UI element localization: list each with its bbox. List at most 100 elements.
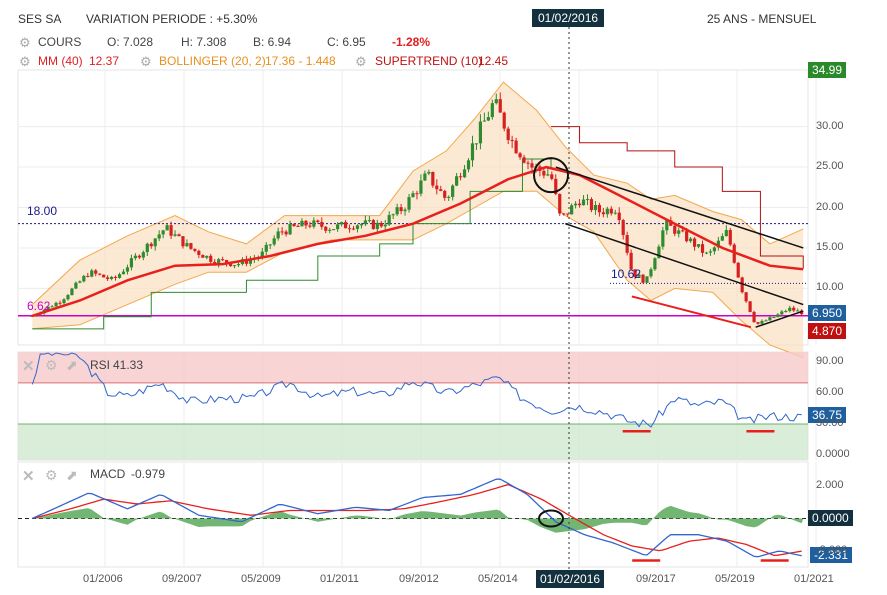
candle — [748, 301, 752, 312]
candle — [736, 262, 740, 278]
candle — [784, 310, 788, 312]
candle — [760, 320, 764, 324]
candle — [399, 207, 403, 212]
candle — [236, 264, 241, 266]
candle — [129, 258, 134, 268]
bollinger-upper-line — [31, 81, 804, 305]
x-tick-label: 05/2019 — [715, 573, 755, 585]
candle — [355, 225, 360, 229]
candle — [458, 176, 463, 178]
candle — [415, 193, 419, 195]
expand-icon[interactable]: ⬈ — [66, 467, 78, 483]
candle — [585, 199, 590, 201]
candle — [228, 263, 233, 267]
gear-icon[interactable]: ⚙ — [140, 54, 152, 69]
candle — [550, 174, 554, 179]
candle — [772, 317, 776, 319]
candle — [66, 295, 70, 300]
candle — [689, 238, 693, 242]
gear-icon[interactable]: ⚙ — [19, 35, 31, 50]
candle — [133, 255, 137, 259]
candle — [451, 185, 455, 197]
candle — [609, 208, 613, 214]
candle — [94, 270, 98, 274]
candle — [383, 224, 387, 227]
expand-icon[interactable]: ⬈ — [66, 357, 78, 373]
candle — [225, 260, 229, 264]
candle — [193, 248, 197, 251]
candle — [752, 311, 756, 323]
legend-ma-label: MM (40) — [38, 54, 83, 68]
candle — [86, 275, 90, 277]
candle — [692, 238, 697, 247]
candle — [704, 252, 709, 254]
candle — [657, 246, 661, 259]
candle — [633, 269, 637, 277]
macd-line — [32, 478, 802, 558]
candle — [161, 230, 165, 235]
candle — [58, 302, 62, 304]
candle — [320, 221, 324, 227]
candle — [629, 252, 633, 270]
candle — [597, 204, 601, 213]
candle — [304, 220, 308, 226]
y-tick-label: 30.00 — [816, 119, 844, 132]
candle — [308, 225, 312, 227]
macd-tick-label: 2.000 — [816, 479, 844, 492]
candle — [581, 199, 586, 206]
candle — [165, 225, 169, 231]
candle — [447, 196, 451, 198]
level-label-10-62: 10.62 — [611, 267, 642, 281]
legend-ma-value: 12.37 — [89, 54, 120, 68]
legend-supertrend-value: 12.45 — [478, 54, 509, 68]
candle — [530, 163, 534, 168]
candle — [213, 261, 217, 265]
candle — [201, 254, 205, 258]
macd-highlight-circle — [538, 509, 565, 528]
candle — [546, 174, 550, 176]
candle — [712, 247, 717, 252]
gear-icon[interactable]: ⚙ — [45, 467, 58, 483]
gear-icon[interactable]: ⚙ — [19, 54, 31, 69]
candle — [363, 220, 368, 225]
candle — [205, 255, 209, 258]
candle — [109, 276, 114, 279]
candle — [395, 207, 399, 215]
close-icon[interactable]: ✕ — [22, 358, 35, 375]
legend-bollinger-value: 17.36 - 1.448 — [265, 54, 336, 68]
macd-label: MACD — [90, 467, 126, 481]
candle — [113, 276, 118, 278]
candle — [637, 274, 641, 277]
candle — [300, 220, 304, 227]
candle — [466, 160, 471, 170]
candle — [367, 220, 371, 222]
candle — [244, 259, 249, 264]
candle — [371, 220, 375, 230]
candle — [522, 157, 526, 163]
candle — [589, 199, 594, 211]
macd-histogram — [32, 505, 804, 533]
candle — [498, 99, 502, 113]
candle — [728, 230, 732, 245]
candle — [189, 243, 193, 249]
candle — [431, 171, 435, 186]
candle — [173, 234, 177, 236]
gear-icon[interactable]: ⚙ — [355, 54, 367, 69]
candle — [796, 310, 800, 312]
candle — [681, 230, 685, 232]
price-high-badge: 34.99 — [808, 62, 847, 78]
y-tick-label: 10.00 — [816, 281, 844, 294]
trendline — [755, 310, 804, 328]
rsi-value: 41.33 — [113, 358, 144, 372]
candle — [284, 231, 288, 235]
candle — [78, 281, 82, 283]
candle — [435, 185, 439, 190]
candle — [685, 231, 689, 242]
candle — [375, 222, 379, 230]
candle — [296, 225, 300, 227]
close-icon[interactable]: ✕ — [22, 468, 35, 485]
gear-icon[interactable]: ⚙ — [45, 357, 58, 373]
candle — [221, 259, 225, 261]
cursor-date-top: 01/02/2016 — [532, 9, 605, 27]
candle — [716, 240, 720, 248]
